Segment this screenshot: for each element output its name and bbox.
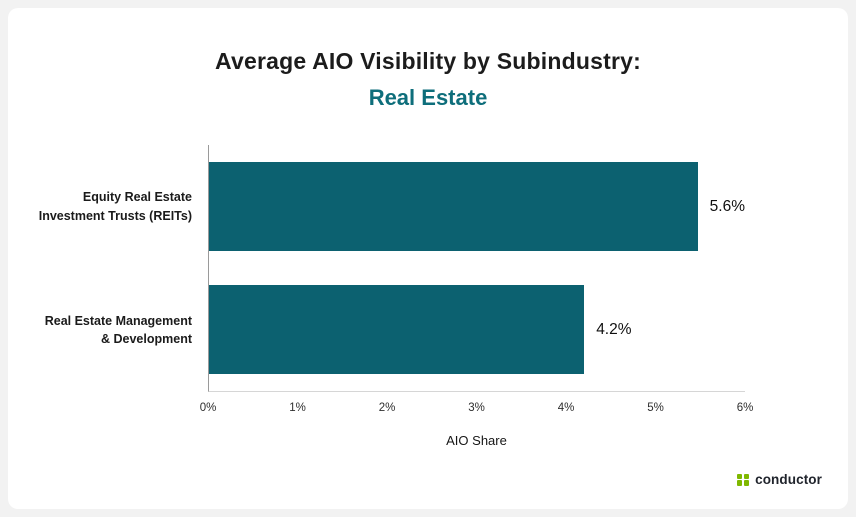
bar-value-label: 5.6% [709,197,745,215]
category-label: Equity Real Estate Investment Trusts (REI… [38,190,192,223]
category-label: Real Estate Management & Development [44,313,192,347]
conductor-logo-icon [737,473,750,486]
conductor-wordmark: conductor [755,472,822,487]
x-tick-label: 6% [736,402,754,414]
bars-plot: 5.6% 4.2% [208,145,745,392]
x-tick-label: 3% [468,402,485,414]
x-tick-label: 1% [289,402,306,414]
bar-value-label: 4.2% [596,320,632,338]
x-tick-label: 2% [378,402,396,414]
x-tick-label: 5% [647,402,664,414]
chart-title: Average AIO Visibility by Subindustry: [215,48,641,74]
x-tick-label: 0% [199,402,217,414]
chart-card: Average AIO Visibility by Subindustry: R… [8,8,848,509]
x-axis: 0% 1% 2% 3% 4% 5% 6% [200,402,754,417]
chart-subtitle: Real Estate [368,85,488,110]
bar-row: 4.2% [209,285,745,374]
bar [209,285,585,374]
bar [209,162,698,251]
bar-row: 5.6% [209,162,745,251]
bar-chart: Equity Real Estate Investment Trusts (REI… [8,145,848,448]
x-axis-title: AIO Share [446,433,507,448]
conductor-logo: conductor [737,472,822,487]
category-labels: Equity Real Estate Investment Trusts (REI… [8,145,208,392]
x-tick-label: 4% [557,402,575,414]
